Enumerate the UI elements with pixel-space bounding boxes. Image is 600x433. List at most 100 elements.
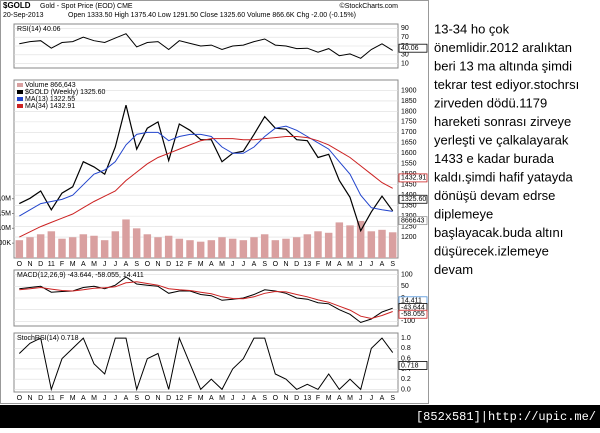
legend-swatch [17,104,23,108]
y-tick-label: -100 [401,318,415,325]
x-tick-label: 11 [48,261,55,268]
axis-badge-label: 0.718 [401,362,419,369]
footer-text: [852x581]|http://upic.me/ [416,410,596,424]
volume-bar [239,240,248,258]
x-tick-label: A [337,395,342,402]
y-tick-label: 0.8 [401,345,411,352]
x-tick-label: A [380,395,385,402]
x-tick-label: N [155,395,160,402]
x-tick-label: M [91,395,97,402]
note-line: yerleşti ve çalkalayarak [434,132,569,147]
volume-bar [79,234,88,258]
volume-bar [282,238,290,258]
x-tick-label: A [209,395,214,402]
x-tick-label: M [198,395,204,402]
panel-title: MACD(12,26,9) -43.644, -58.055, 14.411 [17,272,144,279]
x-tick-label: O [145,395,151,402]
x-tick-label: S [262,395,267,402]
x-tick-label: M [326,395,332,402]
axis-badge [398,43,428,53]
x-tick-label: J [359,395,363,402]
volume-bar [186,240,194,258]
x-tick-label: F [188,395,192,402]
axis-badge [398,216,428,226]
panel-title: StochRSI(14) 0.718 [17,335,79,342]
x-tick-label: F [60,395,64,402]
volume-bar [218,237,226,258]
note-line: kaldı.şimdi hafif yatayda [434,169,574,184]
y-tick-label: 1900 [401,87,417,94]
legend-swatch [17,90,23,94]
legend-swatch [17,83,23,87]
volume-bar [303,234,312,258]
panel-frame [13,79,399,259]
volume-bar [122,219,130,258]
x-tick-label: D [166,261,171,268]
legend-entry: MA(34) 1432.91 [25,103,75,110]
footer-bar [0,405,600,428]
x-tick-label: D [38,395,43,402]
x-tick-label: F [316,395,320,402]
volume-bar [228,238,237,258]
volume-bar [196,241,205,258]
series-line [19,125,393,217]
y-tick-label: 1850 [401,98,417,105]
x-tick-label: F [316,261,320,268]
x-tick-label: O [17,261,23,268]
x-tick-label: S [134,395,139,402]
y-tick-label: 1600 [401,150,417,157]
volume-bar [292,237,301,258]
y2-tick-label: 1.0M [0,225,11,232]
x-tick-label: D [166,395,171,402]
y-tick-label: 1750 [401,119,417,126]
axis-badge [398,173,428,183]
note-line: devam [434,262,473,277]
x-tick-label: M [219,261,225,268]
y-tick-label: 1350 [401,202,417,209]
volume-bar [143,234,152,258]
volume-bar [388,232,397,258]
x-tick-label: M [70,261,76,268]
axis-badge [398,361,428,370]
x-tick-label: M [70,395,76,402]
x-tick-label: O [17,395,23,402]
x-tick-label: S [390,395,395,402]
volume-bar [68,237,77,258]
x-tick-label: 12 [175,261,183,268]
x-tick-label: A [337,261,342,268]
panel-title: RSI(14) 40.06 [17,26,61,33]
y-tick-label: 1650 [401,140,417,147]
y-tick-label: 50 [401,283,409,290]
x-tick-label: J [370,261,374,268]
volume-bar [111,231,120,258]
y2-tick-label: 500K [0,240,11,247]
panel-frame [13,332,399,393]
legend-entry: $GOLD (Weekly) 1325.60 [25,89,106,96]
note-line: beri 13 ma altında şimdi [434,58,572,73]
x-tick-label: A [81,261,86,268]
volume-bar [58,238,66,258]
y-tick-label: 70 [401,34,409,41]
x-tick-label: N [27,261,32,268]
volume-bar [26,237,34,258]
x-tick-label: J [103,395,107,402]
legend-entry: Volume 866,643 [25,82,76,89]
volume-bar [378,229,386,258]
note-line: zirveden dödü.1179 [434,95,547,110]
x-tick-label: D [294,261,299,268]
y-tick-label: 1700 [401,129,417,136]
x-tick-label: A [380,261,385,268]
x-tick-label: A [252,395,257,402]
x-tick-label: O [273,395,279,402]
volume-bar [207,240,216,258]
x-tick-label: J [114,395,118,402]
axis-badge [398,194,428,204]
x-tick-label: S [390,261,395,268]
y-tick-label: 0.6 [401,355,411,362]
quote: Open 1333.50 High 1375.40 Low 1291.50 Cl… [68,12,356,19]
y-tick-label: 1250 [401,223,417,230]
volume-bar [100,240,109,258]
volume-bar [175,238,184,258]
chart-border [0,0,429,404]
